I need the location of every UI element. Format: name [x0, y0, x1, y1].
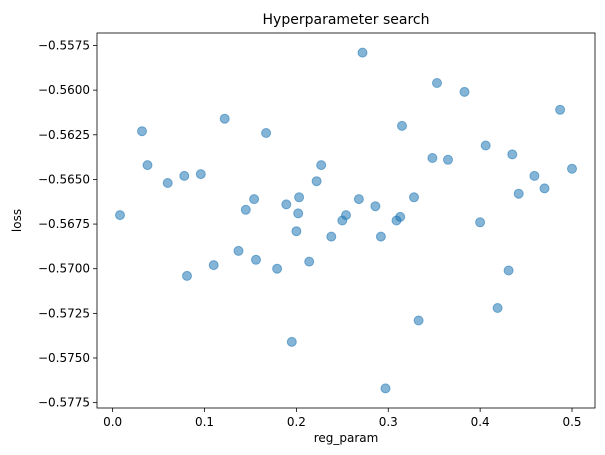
- data-point-48: [555, 104, 566, 115]
- data-point-43: [503, 265, 514, 276]
- y-tick-label-5: −0.5700: [38, 262, 90, 276]
- data-point-6: [195, 169, 206, 180]
- data-point-13: [261, 128, 272, 138]
- data-point-17: [291, 226, 302, 237]
- data-point-40: [475, 217, 486, 228]
- data-point-42: [492, 303, 503, 313]
- data-point-47: [539, 183, 550, 194]
- data-point-18: [293, 208, 304, 219]
- data-point-10: [240, 204, 251, 215]
- x-axis: 0.0 0.1 0.2 0.3 0.4 0.5: [103, 408, 582, 429]
- y-tick-label-3: −0.5650: [38, 172, 90, 186]
- y-tick-label-6: −0.5725: [38, 306, 90, 320]
- x-tick-label-5: 0.5: [562, 415, 581, 429]
- data-point-49: [567, 163, 577, 174]
- data-point-8: [219, 113, 230, 124]
- plot-area: [115, 47, 577, 394]
- data-point-22: [316, 160, 327, 171]
- x-tick-label-3: 0.3: [379, 415, 398, 429]
- data-point-20: [304, 256, 315, 267]
- y-tick-label-1: −0.5600: [38, 83, 90, 97]
- data-point-28: [370, 201, 381, 212]
- data-point-38: [443, 154, 453, 165]
- x-tick-label-4: 0.4: [471, 415, 490, 429]
- data-point-46: [529, 170, 540, 181]
- data-point-7: [208, 260, 219, 271]
- data-point-41: [480, 140, 491, 151]
- y-tick-label-7: −0.5750: [38, 351, 90, 365]
- data-point-36: [427, 153, 438, 163]
- data-point-4: [179, 170, 190, 181]
- data-point-44: [507, 149, 518, 160]
- data-point-0: [115, 210, 125, 221]
- data-point-2: [142, 160, 153, 171]
- x-axis-label: reg_param: [314, 431, 379, 445]
- x-tick-label-0: 0.0: [103, 415, 122, 429]
- data-point-14: [272, 263, 283, 274]
- x-tick-label-2: 0.2: [287, 415, 306, 429]
- data-point-34: [409, 192, 419, 203]
- data-point-5: [182, 270, 192, 281]
- data-point-12: [251, 254, 261, 265]
- data-point-3: [162, 178, 173, 188]
- data-point-16: [286, 336, 297, 347]
- data-point-39: [459, 86, 470, 97]
- chart-title: Hyperparameter search: [263, 12, 430, 28]
- data-point-35: [413, 315, 424, 326]
- data-point-45: [513, 188, 524, 199]
- data-point-19: [294, 192, 305, 203]
- plot-frame: [96, 32, 596, 409]
- y-tick-label-8: −0.5775: [38, 396, 90, 410]
- data-point-23: [326, 231, 337, 242]
- data-point-29: [375, 231, 386, 242]
- data-point-27: [357, 47, 368, 58]
- data-point-21: [311, 176, 322, 187]
- x-tick-label-1: 0.1: [195, 415, 214, 429]
- y-axis-label: loss: [10, 209, 24, 232]
- y-tick-label-2: −0.5625: [38, 128, 90, 142]
- data-point-25: [341, 210, 351, 221]
- y-tick-label-4: −0.5675: [38, 217, 90, 231]
- data-point-9: [233, 245, 244, 256]
- data-point-33: [397, 120, 407, 131]
- data-point-26: [353, 194, 364, 205]
- y-axis: −0.5575 −0.5600 −0.5625 −0.5650 −0.5675 −0.57…: [38, 39, 97, 410]
- y-tick-label-0: −0.5575: [38, 39, 90, 53]
- data-point-30: [380, 383, 391, 394]
- data-point-15: [281, 199, 292, 210]
- data-point-32: [395, 211, 406, 222]
- data-point-37: [432, 78, 442, 88]
- data-point-11: [249, 194, 260, 205]
- data-point-1: [137, 126, 147, 137]
